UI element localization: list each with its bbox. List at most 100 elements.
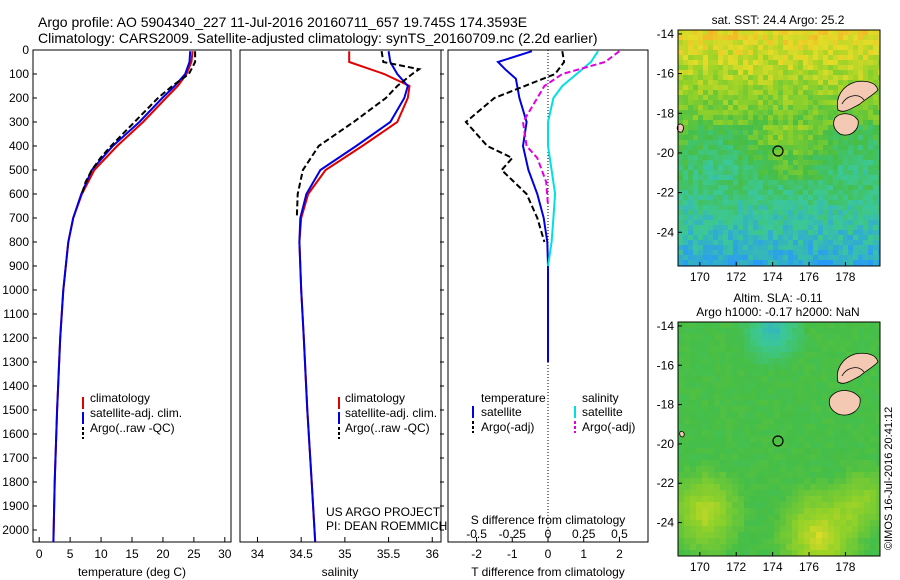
y-tick-label: 1100	[3, 307, 29, 321]
series-line-salinity-satellite	[547, 50, 599, 267]
y-tick-label: 1800	[2, 475, 29, 489]
sla-map-panel: Altim. SLA: -0.11 Argo h1000: -0.17 h200…	[657, 291, 881, 574]
x-tick-label: 5	[67, 547, 74, 561]
map-x-tick-label: 178	[835, 560, 855, 574]
series-line-salinity-argo-adj-	[521, 50, 621, 207]
map-x-tick-label: 172	[726, 270, 746, 284]
temperature-panel: 0100200300400500600700800900100011001200…	[2, 43, 444, 579]
s-tick-label: 0.5	[611, 527, 628, 541]
figure-title-line2: Climatology: CARS2009. Satellite-adjuste…	[38, 30, 598, 46]
legend-climatology: climatology	[90, 391, 150, 405]
map-x-tick-label: 170	[690, 560, 710, 574]
y-tick-label: 1900	[2, 499, 29, 513]
map-y-tick-label: -20	[657, 437, 675, 451]
x-tick-label: 30	[218, 547, 232, 561]
x-tick-label: 35.5	[377, 547, 401, 561]
y-tick-label: 1000	[2, 283, 29, 297]
sst-map-frame	[677, 29, 881, 267]
y-tick-label: 1300	[2, 355, 29, 369]
pi-label: PI: DEAN ROEMMICH	[326, 519, 447, 533]
map-x-tick-label: 172	[726, 560, 746, 574]
y-tick-label: 0	[22, 43, 29, 57]
s-tick-label: -0.5	[466, 527, 487, 541]
legend-t-satellite: satellite	[481, 405, 522, 419]
x-tick-label: 34.5	[289, 547, 313, 561]
sst-field	[678, 30, 881, 267]
map-y-tick-label: -24	[657, 225, 675, 239]
map-y-tick-label: -22	[657, 186, 675, 200]
series-line-satellite-adj-clim-	[52, 51, 192, 543]
sla-map-title1: Altim. SLA: -0.11	[733, 291, 822, 305]
series-line-temperature-satellite	[496, 50, 549, 362]
y-tick-label: 300	[9, 115, 29, 129]
legend-satellite: satellite-adj. clim.	[90, 406, 182, 420]
sst-map-panel: sat. SST: 24.4 Argo: 25.2 170 172 174 176 17…	[657, 13, 881, 284]
x-tick-label: 25	[187, 547, 201, 561]
y-tick-label: 400	[9, 139, 29, 153]
map-y-tick-label: -22	[657, 476, 675, 490]
map-y-tick-label: -24	[657, 516, 675, 530]
x-tick-label: 1	[580, 547, 587, 561]
timestamp-label: ©IMOS 16-Jul-2016 20:41:12	[883, 407, 895, 550]
y-tick-label: 1700	[2, 451, 29, 465]
y-tick-label: 200	[9, 91, 29, 105]
legend-salinity-heading: salinity	[582, 391, 619, 405]
sla-coastlines	[679, 352, 879, 447]
sla-map-title2: Argo h1000: -0.17 h2000: NaN	[696, 305, 859, 319]
map-y-tick-label: -20	[657, 146, 675, 160]
map-y-tick-label: -14	[657, 27, 675, 41]
map-y-tick-label: -14	[657, 319, 675, 333]
x-tick-label: 20	[156, 547, 170, 561]
series-line-temperature-argo-adj-	[464, 51, 566, 243]
map-x-tick-label: 174	[763, 560, 783, 574]
temperature-xlabel: temperature (deg C)	[78, 565, 186, 579]
s-tick-label: -0.25	[499, 527, 527, 541]
legend-temperature-heading: temperature	[481, 391, 546, 405]
x-tick-label: 36	[426, 547, 440, 561]
x-tick-label: 10	[94, 547, 108, 561]
y-tick-label: 1500	[2, 403, 29, 417]
y-tick-label: 600	[9, 187, 29, 201]
x-tick-label: 15	[125, 547, 139, 561]
legend-argo: Argo(..raw -QC)	[345, 421, 430, 435]
map-x-tick-label: 176	[799, 560, 819, 574]
figure-title-line1: Argo profile: AO 5904340_227 11-Jul-2016…	[38, 14, 527, 30]
s-tick-label: 0	[545, 527, 552, 541]
series-line-argo-raw-qc-	[295, 51, 422, 219]
series-line-argo-raw-qc-	[80, 51, 197, 195]
s-diff-xlabel: S difference from climatology	[471, 513, 626, 527]
x-tick-label: 35	[338, 547, 352, 561]
map-y-tick-label: -18	[657, 106, 675, 120]
legend-s-argo: Argo(-adj)	[582, 420, 635, 434]
sst-coastlines	[676, 80, 879, 157]
map-x-tick-label: 170	[690, 270, 710, 284]
profile-legend-salinity: climatology satellite-adj. clim. Argo(..…	[338, 391, 437, 439]
difference-panel: -2 -1 0 1 2 -0.5 -0.25 0 0.25 0.5 S difference f…	[447, 49, 649, 579]
x-tick-label: -2	[471, 547, 482, 561]
map-x-tick-label: 178	[835, 270, 855, 284]
sst-map-title: sat. SST: 24.4 Argo: 25.2	[712, 13, 845, 27]
x-tick-label: -1	[507, 547, 518, 561]
x-tick-label: 2	[616, 547, 623, 561]
salinity-xlabel: salinity	[322, 565, 359, 579]
y-tick-label: 100	[9, 67, 29, 81]
y-tick-label: 2000	[2, 523, 29, 537]
legend-t-argo: Argo(-adj)	[481, 420, 534, 434]
map-x-tick-label: 174	[763, 270, 783, 284]
map-y-tick-label: -16	[657, 67, 675, 81]
series-line-climatology	[52, 51, 194, 543]
profile-legend-temperature: climatology satellite-adj. clim. Argo(..…	[82, 391, 182, 439]
project-label: US ARGO PROJECT	[326, 505, 441, 519]
x-tick-label: 0	[36, 547, 43, 561]
salinity-panel: 34 34.5 35 35.5 36 salinity climatology sate…	[239, 49, 447, 579]
s-tick-label: 0.25	[572, 527, 596, 541]
legend-argo: Argo(..raw -QC)	[90, 421, 175, 435]
legend-s-satellite: satellite	[582, 405, 623, 419]
argo-position-marker	[772, 145, 784, 157]
x-tick-label: 34	[251, 547, 265, 561]
y-tick-label: 500	[9, 163, 29, 177]
y-tick-label: 900	[9, 259, 29, 273]
y-tick-label: 1400	[2, 379, 29, 393]
y-tick-label: 800	[9, 235, 29, 249]
